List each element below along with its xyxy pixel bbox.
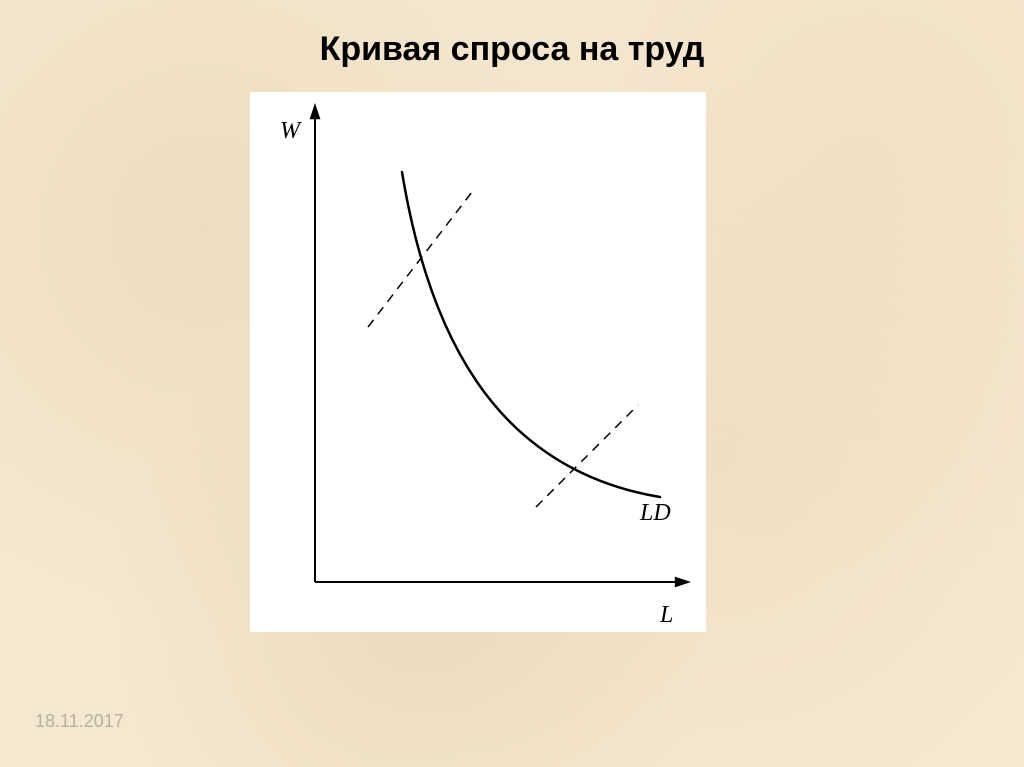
slide-date: 18.11.2017 [35,711,124,732]
svg-text:LD: LD [639,500,671,526]
svg-text:L: L [659,602,673,628]
demand-curve-chart: W L LD [250,92,706,632]
svg-text:W: W [280,118,302,144]
chart-svg: W L LD [250,92,706,632]
slide-title: Кривая спроса на труд [0,30,1024,69]
